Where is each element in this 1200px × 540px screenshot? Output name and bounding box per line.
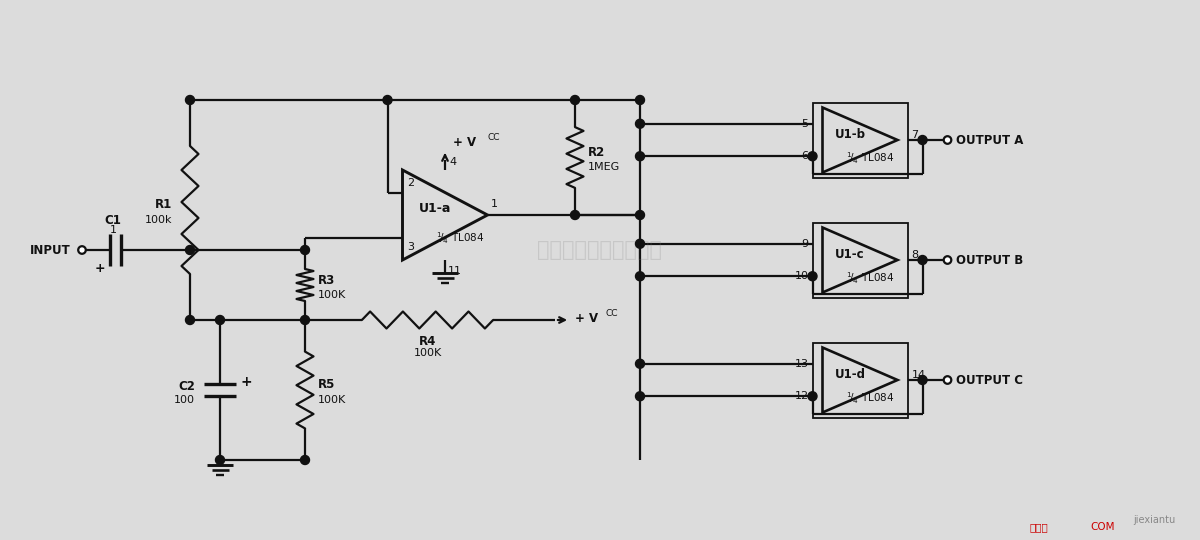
Text: U1-d: U1-d [834, 368, 865, 381]
Text: $^{1}\!/_{4}$ TL084: $^{1}\!/_{4}$ TL084 [436, 230, 485, 246]
Text: U1-a: U1-a [419, 201, 451, 214]
Text: 3: 3 [408, 242, 414, 253]
Text: 11: 11 [448, 266, 462, 276]
Text: 5: 5 [802, 119, 809, 129]
Text: 100k: 100k [144, 215, 172, 225]
Text: 100: 100 [174, 395, 194, 405]
Circle shape [918, 375, 928, 384]
Circle shape [300, 456, 310, 464]
Circle shape [943, 136, 952, 144]
Text: 2: 2 [408, 178, 415, 187]
Text: 10: 10 [794, 271, 809, 281]
Text: + V: + V [454, 136, 476, 148]
Circle shape [943, 376, 952, 384]
Text: 9: 9 [802, 239, 809, 249]
Circle shape [78, 246, 86, 254]
Circle shape [636, 272, 644, 281]
Text: R5: R5 [318, 379, 335, 392]
Text: U1-b: U1-b [834, 129, 865, 141]
Circle shape [918, 255, 928, 265]
Text: R3: R3 [318, 273, 335, 287]
Text: 6: 6 [802, 151, 809, 161]
Circle shape [186, 246, 194, 254]
Text: $^{1}\!/_{4}$ TL084: $^{1}\!/_{4}$ TL084 [846, 390, 894, 406]
Text: 100K: 100K [318, 290, 347, 300]
Circle shape [636, 211, 644, 219]
Circle shape [808, 152, 817, 161]
Text: R4: R4 [419, 335, 436, 348]
Circle shape [216, 315, 224, 325]
Text: 杭州将睐科技有限公司: 杭州将睐科技有限公司 [538, 240, 662, 260]
Text: C1: C1 [104, 214, 121, 227]
Text: jiexiantu: jiexiantu [1133, 515, 1175, 525]
Text: + V: + V [575, 313, 598, 326]
Circle shape [300, 246, 310, 254]
Text: 12: 12 [794, 392, 809, 401]
Circle shape [636, 119, 644, 128]
Circle shape [636, 152, 644, 161]
Text: 7: 7 [912, 130, 919, 140]
Circle shape [636, 392, 644, 401]
Text: 1: 1 [109, 225, 116, 235]
Text: 14: 14 [912, 370, 925, 380]
Text: 100K: 100K [413, 348, 442, 358]
Text: INPUT: INPUT [30, 244, 71, 256]
Text: OUTPUT A: OUTPUT A [955, 133, 1022, 146]
Circle shape [570, 96, 580, 105]
Text: OUTPUT C: OUTPUT C [955, 374, 1022, 387]
Circle shape [808, 272, 817, 281]
Text: 接线图: 接线图 [1030, 522, 1049, 532]
Text: CC: CC [606, 308, 618, 318]
Text: 1MEG: 1MEG [588, 163, 620, 172]
Circle shape [636, 359, 644, 368]
Text: 1: 1 [491, 199, 498, 209]
Circle shape [570, 211, 580, 219]
Text: C2: C2 [178, 381, 194, 394]
Text: +: + [240, 375, 252, 389]
Text: COM: COM [1090, 522, 1115, 532]
Text: $^{1}\!/_{4}$ TL084: $^{1}\!/_{4}$ TL084 [846, 150, 894, 166]
Circle shape [186, 96, 194, 105]
Text: R1: R1 [155, 199, 172, 212]
Circle shape [918, 136, 928, 145]
Text: 100K: 100K [318, 395, 347, 405]
Circle shape [636, 96, 644, 105]
Bar [812, 222, 907, 298]
Text: 4: 4 [449, 157, 456, 167]
Text: +: + [95, 262, 106, 275]
Circle shape [186, 315, 194, 325]
Circle shape [300, 315, 310, 325]
Bar [812, 103, 907, 178]
Text: 8: 8 [912, 250, 919, 260]
Text: U1-c: U1-c [835, 248, 865, 261]
Circle shape [808, 392, 817, 401]
Circle shape [943, 256, 952, 264]
Text: $^{1}\!/_{4}$ TL084: $^{1}\!/_{4}$ TL084 [846, 270, 894, 286]
Circle shape [636, 239, 644, 248]
Text: 13: 13 [794, 359, 809, 369]
Text: R2: R2 [588, 146, 605, 159]
Text: CC: CC [487, 132, 499, 141]
Text: OUTPUT B: OUTPUT B [955, 253, 1022, 267]
Circle shape [216, 456, 224, 464]
Circle shape [383, 96, 392, 105]
Bar [812, 342, 907, 417]
